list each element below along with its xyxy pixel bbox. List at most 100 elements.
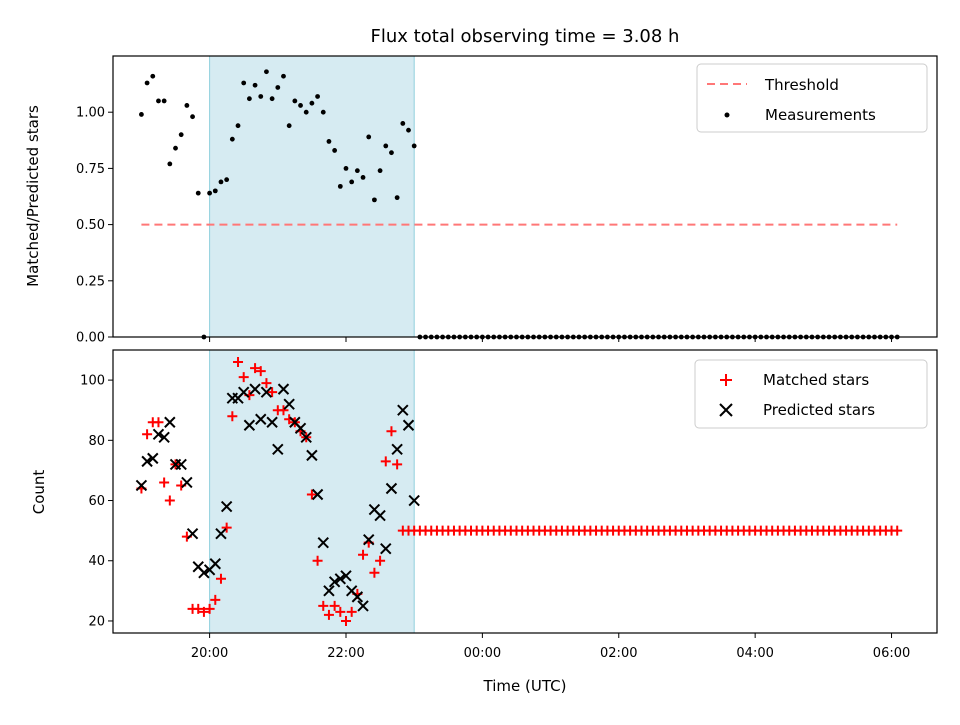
matched-star-point <box>380 456 391 467</box>
legend-matched-swatch <box>720 374 732 386</box>
bottom-y-tick-label: 40 <box>88 554 105 569</box>
matched-star-point <box>221 522 232 533</box>
predicted-star-point <box>402 419 415 431</box>
predicted-stars-points <box>135 383 420 612</box>
predicted-star-point <box>164 416 176 428</box>
bottom-plot-frame <box>112 349 938 634</box>
matched-star-point <box>250 363 261 374</box>
bottom-y-axis: 20 40 60 80 100 <box>80 374 113 629</box>
predicted-star-point <box>158 431 170 444</box>
matched-star-point <box>227 411 238 422</box>
predicted-star-point <box>357 600 369 612</box>
predicted-star-point <box>300 431 312 444</box>
predicted-star-point <box>397 404 409 416</box>
measurement-point <box>394 195 400 201</box>
measurement-point <box>377 168 383 174</box>
matched-star-point <box>340 615 351 626</box>
legend-measurements-label: Measurements <box>765 106 876 124</box>
bottom-y-tick-label: 60 <box>88 494 105 509</box>
predicted-star-point <box>152 428 165 441</box>
predicted-star-point <box>340 570 352 582</box>
measurement-point <box>354 168 360 174</box>
predicted-star-point <box>311 488 324 501</box>
measurement-point <box>235 123 241 129</box>
measurement-point <box>383 143 389 149</box>
measurement-point <box>406 127 411 133</box>
measurement-point <box>212 188 218 194</box>
predicted-star-point <box>408 494 420 507</box>
predicted-star-point <box>306 449 318 462</box>
measurement-point <box>360 174 366 180</box>
matched-star-point <box>193 603 204 614</box>
measurement-point <box>281 73 286 79</box>
measurement-point <box>411 143 417 149</box>
predicted-star-point <box>220 500 233 513</box>
matched-star-point <box>255 366 266 377</box>
predicted-star-point <box>385 482 398 495</box>
predicted-star-point <box>198 567 210 579</box>
matched-star-point <box>238 372 249 383</box>
measurement-point <box>269 96 275 102</box>
top-panel: 0.00 0.25 0.50 0.75 1.00 Matched/Predicted s… <box>24 55 938 346</box>
legend-matched-label: Matched stars <box>763 371 869 389</box>
predicted-star-point <box>186 527 199 540</box>
predicted-star-point <box>181 476 193 489</box>
measurement-point <box>389 150 394 156</box>
measurement-point <box>337 183 343 189</box>
predicted-star-point <box>141 455 153 468</box>
matched-star-point <box>153 417 164 428</box>
bottom-x-axis: 20:00 22:00 00:00 02:00 04:00 06:00 <box>191 633 910 661</box>
predicted-star-point <box>323 585 335 597</box>
x-tick-label: 20:00 <box>191 646 228 661</box>
matched-star-point <box>164 495 175 506</box>
predicted-star-point <box>209 558 221 570</box>
predicted-star-point <box>334 573 347 585</box>
measurement-point <box>264 69 269 75</box>
predicted-star-point <box>147 452 159 465</box>
measurement-point <box>167 161 173 167</box>
bottom-panel: 20 40 60 80 100 20:00 22:00 00:00 02:00 04:00 06:… <box>30 349 938 695</box>
top-plot-frame <box>112 55 938 338</box>
measurement-point <box>184 103 190 108</box>
predicted-star-point <box>243 419 256 431</box>
measurement-point <box>400 121 406 126</box>
matched-star-point <box>386 426 397 437</box>
legend-threshold-label: Threshold <box>764 76 839 94</box>
x-tick-label: 06:00 <box>873 646 910 661</box>
predicted-star-point <box>272 443 284 456</box>
matched-star-point <box>159 477 170 488</box>
matched-star-point <box>346 606 357 617</box>
bottom-legend-box <box>694 359 928 429</box>
legend-measurements-swatch <box>724 112 730 118</box>
predicted-star-point <box>283 398 295 410</box>
top-y-tick-label: 0.75 <box>76 162 105 177</box>
measurement-point <box>303 109 309 115</box>
measurement-point <box>150 73 156 79</box>
measurement-point <box>343 166 349 171</box>
measurement-point <box>332 148 338 153</box>
matched-star-point <box>358 549 369 560</box>
matched-star-point <box>261 378 272 389</box>
matched-star-point <box>267 387 278 398</box>
measurement-point <box>372 197 377 203</box>
predicted-star-point <box>328 576 341 588</box>
predicted-star-point <box>237 386 250 398</box>
matched-star-point <box>323 609 334 620</box>
predicted-star-point <box>391 443 403 456</box>
predicted-star-point <box>266 416 278 428</box>
top-legend-box <box>696 63 928 133</box>
top-y-tick-label: 0.50 <box>76 218 105 233</box>
measurement-point <box>144 80 150 86</box>
top-legend: Threshold Measurements <box>696 63 928 133</box>
predicted-star-point <box>255 413 267 425</box>
chart-title: Flux total observing time = 3.08 h <box>371 26 680 47</box>
bottom-y-tick-label: 80 <box>88 434 105 449</box>
bottom-y-tick-label: 20 <box>88 614 105 629</box>
legend-predicted-swatch <box>719 403 733 417</box>
bottom-y-tick-label: 100 <box>80 374 105 389</box>
x-tick-label: 00:00 <box>464 646 501 661</box>
measurement-point <box>298 103 303 108</box>
predicted-star-point <box>175 458 187 471</box>
measurement-point <box>320 109 326 115</box>
